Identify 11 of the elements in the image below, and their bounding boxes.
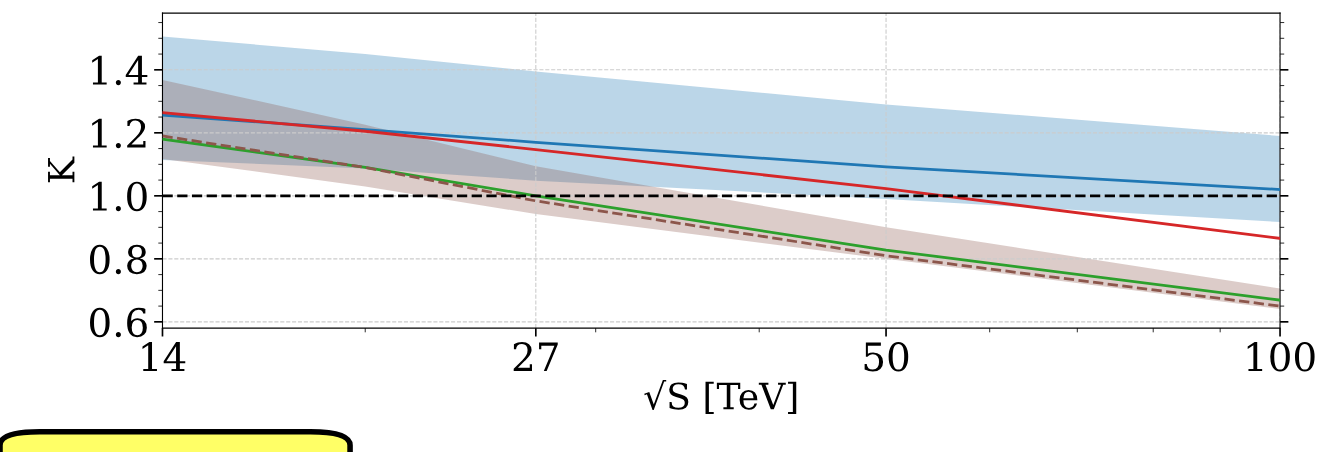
x-tick-label: 50 xyxy=(864,342,909,372)
y-tick-label: 1.2 xyxy=(92,118,146,149)
x-tick-label: 100 xyxy=(1247,342,1315,372)
x-tick-label: 14 xyxy=(142,342,186,371)
x-tick-label: 27 xyxy=(513,342,558,371)
y-tick-label: 0.6 xyxy=(90,307,147,338)
y-axis-title: K xyxy=(48,156,75,183)
y-tick-label: 0.8 xyxy=(90,244,147,275)
y-tick-label: 1.4 xyxy=(92,55,148,86)
x-axis-title: √S [TeV] xyxy=(644,379,797,414)
y-tick-label: 1.0 xyxy=(92,181,147,212)
